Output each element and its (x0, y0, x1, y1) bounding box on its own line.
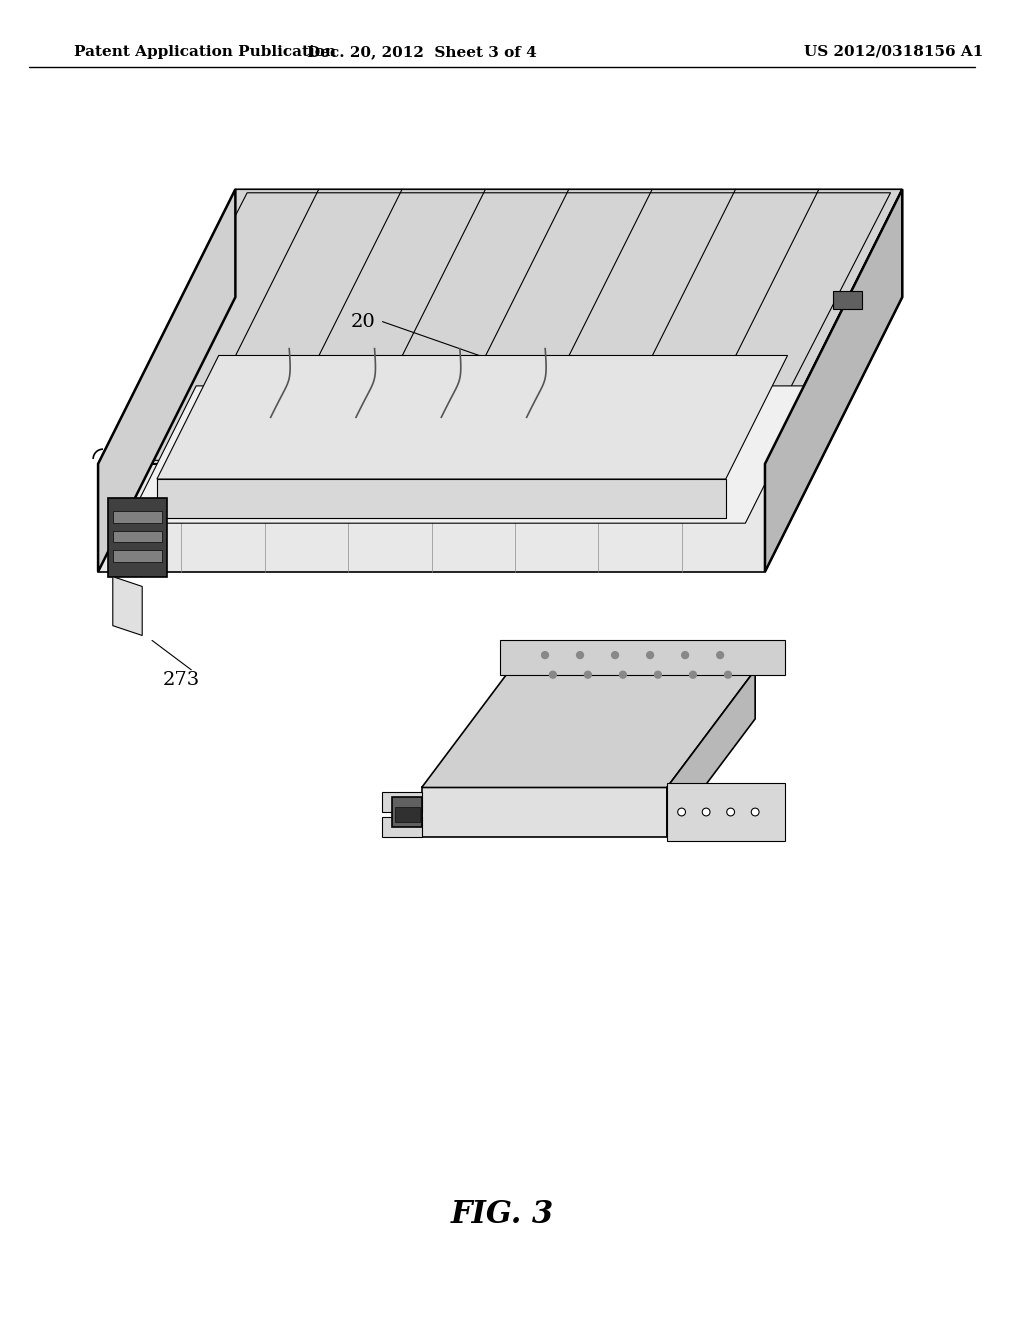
Polygon shape (765, 189, 902, 572)
Polygon shape (383, 817, 422, 837)
Polygon shape (113, 531, 162, 543)
Polygon shape (98, 189, 902, 463)
Polygon shape (422, 788, 667, 837)
Polygon shape (108, 498, 167, 577)
Circle shape (611, 652, 618, 659)
Polygon shape (113, 550, 162, 562)
Circle shape (654, 672, 662, 678)
Polygon shape (113, 577, 142, 635)
Circle shape (727, 808, 734, 816)
Circle shape (682, 652, 688, 659)
Polygon shape (98, 463, 765, 572)
Polygon shape (157, 479, 726, 519)
Text: Dec. 20, 2012  Sheet 3 of 4: Dec. 20, 2012 Sheet 3 of 4 (307, 45, 537, 59)
Circle shape (577, 652, 584, 659)
Circle shape (550, 672, 556, 678)
Text: 41: 41 (470, 780, 495, 799)
Circle shape (702, 808, 710, 816)
Polygon shape (128, 385, 814, 523)
Polygon shape (667, 783, 784, 841)
Text: US 2012/0318156 A1: US 2012/0318156 A1 (804, 45, 984, 59)
Circle shape (717, 652, 724, 659)
Polygon shape (98, 189, 236, 572)
Circle shape (585, 672, 591, 678)
Polygon shape (383, 792, 422, 812)
Polygon shape (157, 355, 787, 479)
Circle shape (678, 808, 685, 816)
Polygon shape (113, 511, 162, 523)
Text: 30: 30 (792, 445, 816, 463)
Polygon shape (765, 189, 902, 572)
Circle shape (542, 652, 549, 659)
Circle shape (725, 672, 731, 678)
Polygon shape (422, 669, 755, 788)
Circle shape (620, 672, 627, 678)
Text: FIG. 3: FIG. 3 (451, 1199, 554, 1230)
Circle shape (752, 808, 759, 816)
Circle shape (689, 672, 696, 678)
Text: Patent Application Publication: Patent Application Publication (74, 45, 336, 59)
Polygon shape (667, 669, 755, 837)
Polygon shape (392, 797, 422, 826)
Polygon shape (395, 807, 420, 822)
Circle shape (646, 652, 653, 659)
Polygon shape (500, 640, 784, 675)
Polygon shape (833, 292, 862, 309)
Text: 273: 273 (163, 671, 200, 689)
Text: 40: 40 (542, 817, 566, 836)
Text: 20: 20 (350, 313, 375, 330)
